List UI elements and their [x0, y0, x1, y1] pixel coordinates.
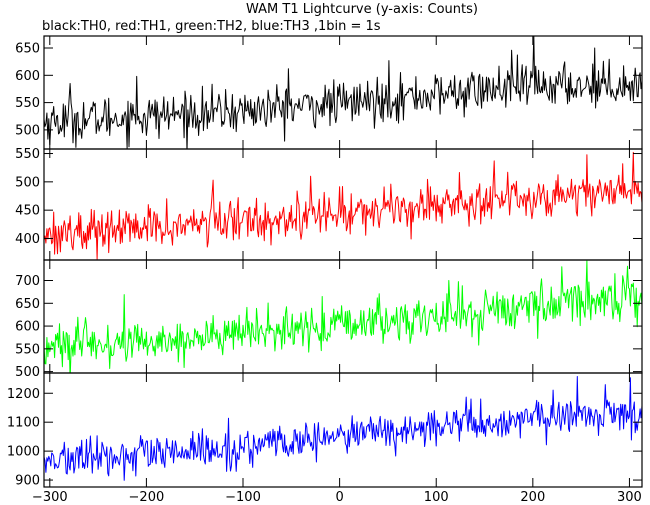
chart-subtitle: black:TH0, red:TH1, green:TH2, blue:TH3 …	[42, 19, 381, 34]
y-tick-label-th2: 650	[15, 297, 40, 312]
panels-layer: 500 550 600 650 400 450 500 550 500 550 600 650 700 9…	[7, 35, 643, 489]
chart-title: WAM T1 Lightcurve (y-axis: Counts)	[246, 2, 478, 17]
x-tick-label: 100	[424, 490, 449, 505]
series-line-th3	[44, 376, 642, 481]
y-tick-label-th3: 1100	[7, 416, 40, 431]
x-tick-label: 300	[617, 490, 642, 505]
x-tick-label: 200	[520, 490, 545, 505]
panel-th3: 900 1000 1100 1200	[7, 372, 643, 489]
y-tick-label-th2: 600	[15, 320, 40, 335]
x-axis: −300 −200 −100 0 100 200 300	[32, 490, 642, 505]
series-line-th0	[44, 36, 642, 149]
y-tick-label-th1: 450	[15, 204, 40, 219]
y-tick-label-th1: 550	[15, 147, 40, 162]
panel-th1: 400 450 500 550	[15, 147, 643, 261]
y-tick-label-th3: 900	[15, 474, 40, 489]
y-tick-label-th0: 650	[15, 42, 40, 57]
y-tick-label-th2: 700	[15, 274, 40, 289]
y-tick-label-th0: 600	[15, 69, 40, 84]
y-tick-label-th1: 500	[15, 175, 40, 190]
y-tick-label-th2: 500	[15, 365, 40, 380]
panel-frame-th2	[43, 259, 643, 374]
x-tick-label: −300	[32, 490, 68, 505]
panel-th0: 500 550 600 650	[15, 35, 643, 150]
y-tick-label-th0: 500	[15, 123, 40, 138]
x-tick-label: −100	[225, 490, 261, 505]
series-line-th1	[44, 151, 642, 260]
y-tick-label-th3: 1200	[7, 387, 40, 402]
panel-th2: 500 550 600 650 700	[15, 259, 643, 380]
x-tick-label: −200	[129, 490, 165, 505]
panel-frame-th3	[43, 372, 643, 488]
x-tick-label: 0	[335, 490, 343, 505]
y-tick-label-th0: 550	[15, 96, 40, 111]
series-line-th2	[44, 260, 642, 373]
y-tick-label-th2: 550	[15, 342, 40, 357]
y-tick-label-th3: 1000	[7, 445, 40, 460]
y-tick-label-th1: 400	[15, 232, 40, 247]
